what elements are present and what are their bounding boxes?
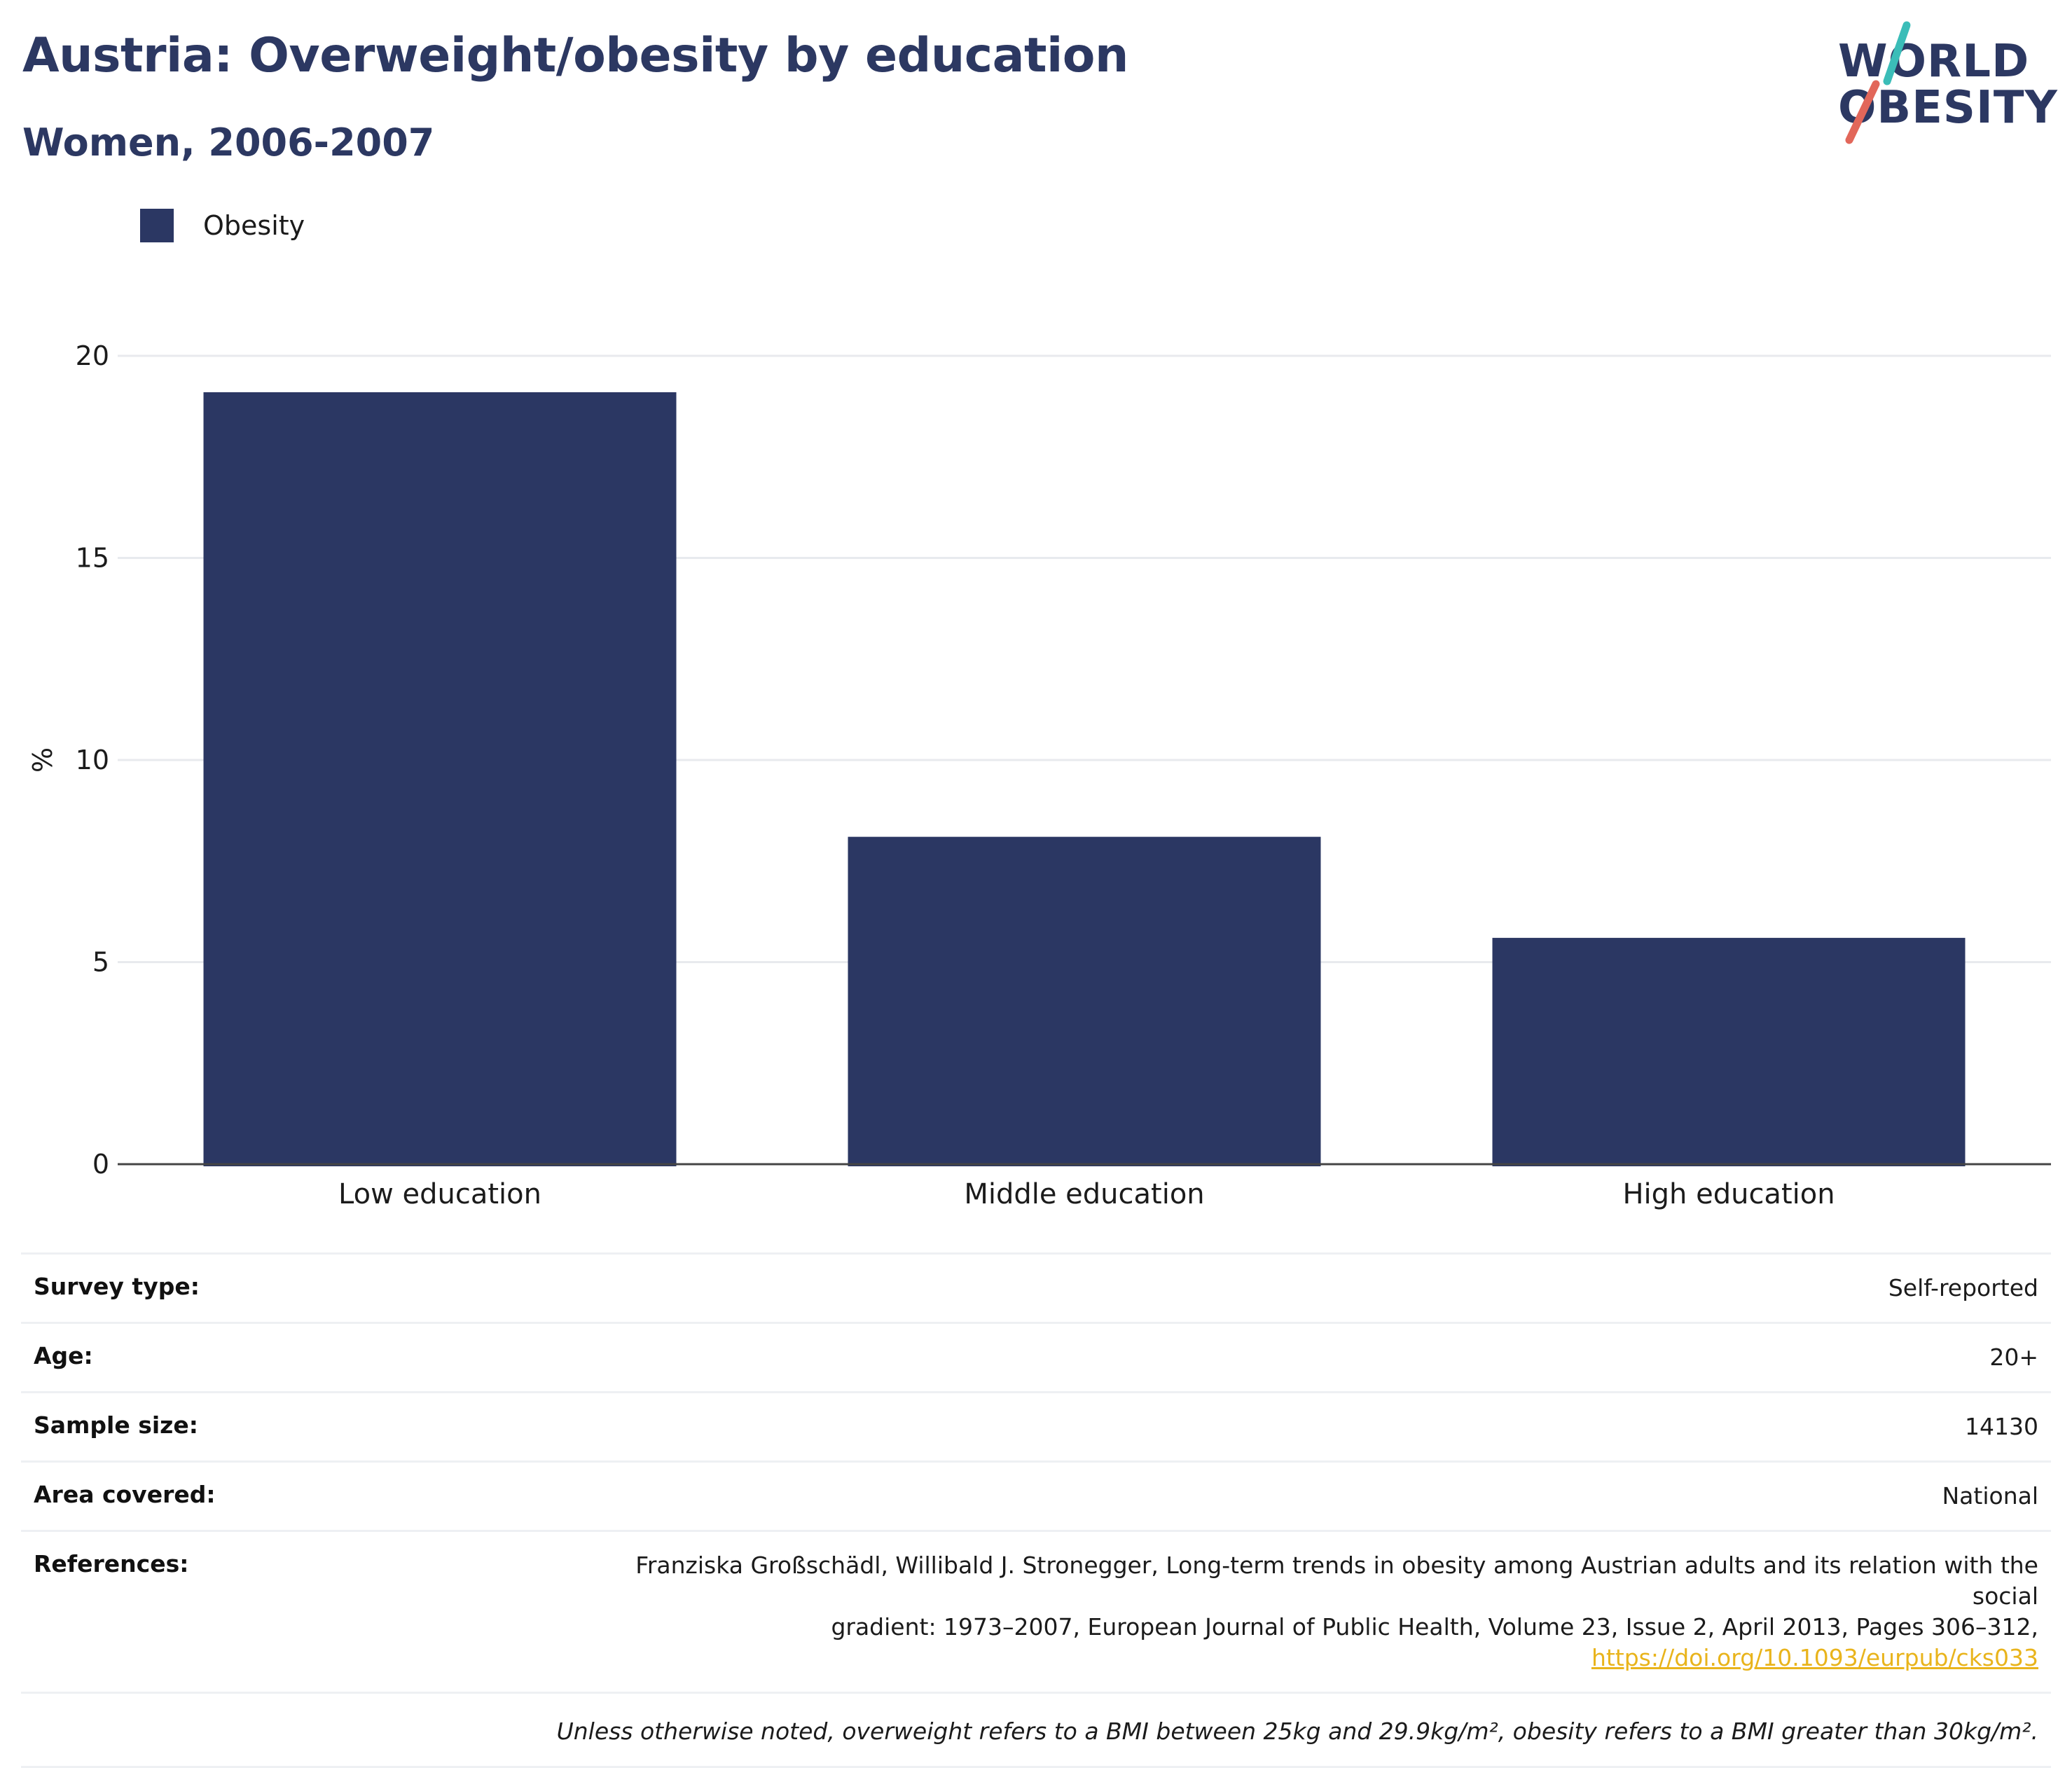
y-axis-ticks: 0 5 10 15 20 [76, 340, 109, 1180]
meta-row-age: Age: 20+ [21, 1324, 2051, 1393]
x-tick-label: Middle education [964, 1178, 1204, 1210]
footnote: Unless otherwise noted, overweight refer… [21, 1694, 2051, 1768]
sample-size-label: Sample size: [34, 1411, 198, 1439]
x-tick-label: High education [1622, 1178, 1835, 1210]
y-tick-label: 10 [76, 745, 109, 775]
y-tick-label: 5 [92, 947, 109, 978]
bar-high-education[interactable] [1492, 937, 1966, 1166]
x-axis-labels: Low education Middle education High educat… [338, 1178, 1835, 1210]
meta-row-area: Area covered: National [21, 1463, 2051, 1532]
logo-slash-icon [1845, 21, 1911, 144]
chart-subtitle: Women, 2006-2007 [22, 120, 435, 165]
y-tick-label: 20 [76, 340, 109, 371]
legend-label-obesity: Obesity [203, 210, 305, 241]
references-value: Franziska Großschädl, Willibald J. Stron… [595, 1550, 2038, 1673]
logo-line-world: WORLD [1838, 36, 2030, 88]
bar-low-education[interactable] [203, 392, 677, 1167]
bar-chart: 0 5 10 15 20 Low education Middle education Hi… [27, 340, 2051, 1210]
reference-doi-link[interactable]: https://doi.org/10.1093/eurpub/cks033 [1591, 1644, 2038, 1671]
survey-type-label: Survey type: [34, 1273, 200, 1300]
y-tick-label: 15 [76, 543, 109, 574]
bars [203, 392, 1966, 1167]
references-label: References: [34, 1550, 189, 1577]
reference-text-line-2: gradient: 1973–2007, European Journal of… [831, 1613, 2038, 1641]
reference-text-line-1: Franziska Großschädl, Willibald J. Stron… [635, 1552, 2038, 1610]
chart-legend: Obesity [140, 209, 305, 242]
y-axis-label: % [27, 747, 58, 773]
age-value: 20+ [1989, 1344, 2038, 1371]
age-label: Age: [34, 1342, 93, 1369]
sample-size-value: 14130 [1965, 1413, 2038, 1440]
survey-type-value: Self-reported [1888, 1274, 2038, 1301]
y-tick-label: 0 [92, 1149, 109, 1180]
area-covered-value: National [1942, 1482, 2038, 1510]
x-tick-label: Low education [338, 1178, 541, 1210]
chart-title: Austria: Overweight/obesity by education [22, 28, 1128, 83]
world-obesity-logo: WORLD OBESITY [1821, 20, 2057, 146]
meta-row-survey-type: Survey type: Self-reported [21, 1255, 2051, 1324]
area-covered-label: Area covered: [34, 1481, 216, 1508]
metadata-table: Survey type: Self-reported Age: 20+ Samp… [21, 1252, 2051, 1768]
bar-middle-education[interactable] [848, 836, 1321, 1166]
meta-row-references: References: Franziska Großschädl, Willib… [21, 1532, 2051, 1694]
meta-row-sample-size: Sample size: 14130 [21, 1393, 2051, 1463]
legend-swatch-obesity [140, 209, 174, 242]
